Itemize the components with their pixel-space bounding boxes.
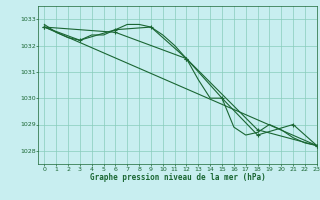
X-axis label: Graphe pression niveau de la mer (hPa): Graphe pression niveau de la mer (hPa) [90,173,266,182]
